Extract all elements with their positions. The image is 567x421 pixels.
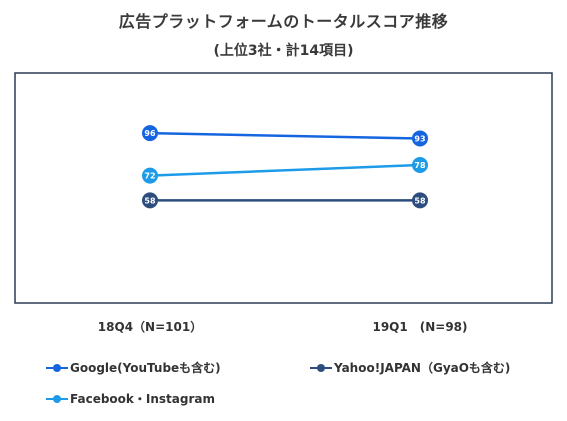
series-google: 96 93 [142,125,428,147]
chart-subtitle: (上位3社・計14項目) [213,43,354,59]
data-point-yahoo-0[interactable] [142,192,158,209]
series-line-facebook [149,163,421,177]
data-label-google-0: 96 [144,129,156,138]
data-label-google-1: 93 [414,134,425,143]
legend-marker-google [46,363,68,373]
plot-area [14,72,553,304]
legend-item-yahoo[interactable]: Yahoo!JAPAN（GyaOも含む) [310,359,510,376]
series-yahoo: 58 58 [142,192,428,209]
data-point-facebook-1[interactable] [412,157,428,173]
legend-label-facebook: Facebook・Instagram [70,392,215,406]
x-tick-label-0: 18Q4（N=101） [98,319,202,334]
data-label-yahoo-0: 58 [144,196,156,205]
legend-label-google: Google(YouTubeも含む) [70,361,221,375]
x-axis-ticks: 18Q4（N=101） 19Q1 (N=98) [98,319,468,334]
data-label-yahoo-1: 58 [414,196,426,205]
data-point-yahoo-1[interactable] [412,192,428,209]
data-point-facebook-0[interactable] [142,167,158,184]
legend-item-facebook[interactable]: Facebook・Instagram [46,390,215,407]
data-label-facebook-1: 78 [414,161,426,170]
series-facebook: 72 78 [142,157,428,184]
x-tick-label-1: 19Q1 (N=98) [372,320,467,334]
legend-marker-facebook [46,394,68,404]
series-layer: 96 93 58 58 72 78 [142,125,428,209]
legend-item-google[interactable]: Google(YouTubeも含む) [46,359,221,376]
data-point-google-1[interactable] [412,130,428,147]
data-label-facebook-0: 72 [144,172,155,181]
series-line-google [149,131,421,140]
legend-label-yahoo: Yahoo!JAPAN（GyaOも含む) [334,361,511,375]
legend-marker-yahoo [310,363,332,373]
data-point-google-0[interactable] [142,125,158,142]
chart-title: 広告プラットフォームのトータルスコア推移 [118,12,449,31]
